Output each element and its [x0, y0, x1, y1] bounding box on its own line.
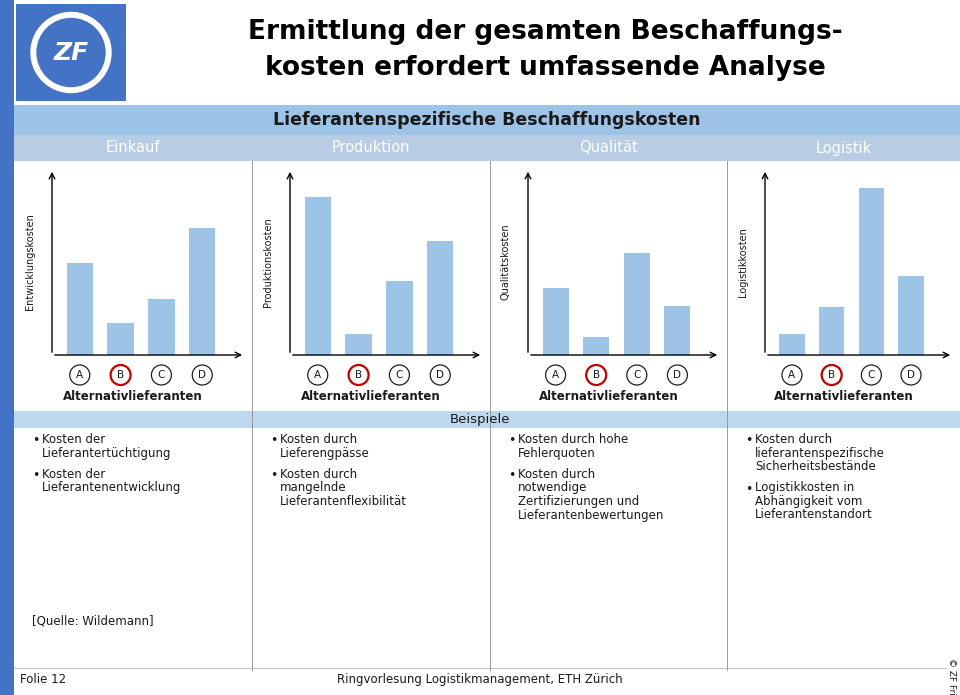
Ellipse shape	[37, 19, 105, 86]
Text: mangelnde: mangelnde	[280, 482, 347, 495]
Bar	[14, 135, 252, 161]
Text: ZF: ZF	[54, 40, 88, 65]
Text: A: A	[788, 370, 796, 380]
Bar	[819, 307, 845, 355]
Text: C: C	[868, 370, 875, 380]
Text: Lieferengpässe: Lieferengpässe	[280, 446, 370, 459]
Bar	[490, 135, 727, 161]
Text: Zertifizierungen und: Zertifizierungen und	[518, 495, 639, 508]
Text: Kosten durch: Kosten durch	[280, 468, 357, 481]
Bar	[149, 299, 175, 355]
Bar	[664, 306, 690, 355]
Text: lieferantenspezifische: lieferantenspezifische	[755, 446, 885, 459]
Text: Logistikkosten: Logistikkosten	[738, 227, 748, 297]
Text: Lieferantenstandort: Lieferantenstandort	[755, 509, 873, 521]
Text: Lieferantenflexibilität: Lieferantenflexibilität	[280, 495, 407, 508]
Text: Sicherheitsbestände: Sicherheitsbestände	[755, 460, 876, 473]
Bar	[858, 188, 884, 355]
Text: Abhängigkeit vom: Abhängigkeit vom	[755, 495, 862, 508]
Text: D: D	[436, 370, 444, 380]
Text: A: A	[314, 370, 322, 380]
Text: [Quelle: Wildemann]: [Quelle: Wildemann]	[32, 615, 154, 628]
Text: Kosten durch: Kosten durch	[280, 433, 357, 446]
Text: © ZF Friedrichshafen AG, 2013: © ZF Friedrichshafen AG, 2013	[948, 658, 956, 695]
Text: Produktion: Produktion	[332, 140, 410, 156]
Text: Alternativlieferanten: Alternativlieferanten	[63, 391, 203, 404]
Text: C: C	[396, 370, 403, 380]
Bar	[624, 253, 650, 355]
Bar	[583, 337, 610, 355]
Text: Logistik: Logistik	[815, 140, 872, 156]
Bar	[0, 0, 14, 695]
Text: Kosten durch: Kosten durch	[755, 433, 832, 446]
Text: Kosten durch hohe: Kosten durch hohe	[518, 433, 628, 446]
Text: •: •	[745, 482, 753, 496]
Text: B: B	[828, 370, 835, 380]
Text: •: •	[508, 469, 516, 482]
Text: D: D	[199, 370, 206, 380]
Text: D: D	[907, 370, 915, 380]
Bar	[66, 263, 93, 355]
Bar	[14, 105, 960, 135]
Bar	[386, 281, 413, 355]
Text: •: •	[32, 434, 39, 447]
Text: B: B	[117, 370, 124, 380]
Ellipse shape	[31, 13, 111, 92]
Text: Kosten durch: Kosten durch	[518, 468, 595, 481]
Text: C: C	[157, 370, 165, 380]
Bar	[346, 334, 372, 355]
Text: Entwicklungskosten: Entwicklungskosten	[25, 213, 35, 311]
Text: •: •	[270, 469, 277, 482]
Text: Logistikkosten in: Logistikkosten in	[755, 482, 854, 495]
Bar	[899, 276, 924, 355]
Text: A: A	[552, 370, 559, 380]
Text: Ermittlung der gesamten Beschaffungs-: Ermittlung der gesamten Beschaffungs-	[248, 19, 842, 45]
Text: B: B	[592, 370, 600, 380]
Text: Produktionskosten: Produktionskosten	[263, 217, 273, 307]
Text: Alternativlieferanten: Alternativlieferanten	[539, 391, 679, 404]
Bar	[304, 197, 331, 355]
Text: Kosten der: Kosten der	[42, 468, 106, 481]
Text: Folie 12: Folie 12	[20, 673, 66, 686]
Text: •: •	[32, 469, 39, 482]
Text: Lieferantenentwicklung: Lieferantenentwicklung	[42, 482, 181, 495]
Bar	[252, 135, 490, 161]
Text: Alternativlieferanten: Alternativlieferanten	[301, 391, 441, 404]
Bar	[189, 228, 215, 355]
Bar	[542, 288, 568, 355]
Text: notwendige: notwendige	[518, 482, 588, 495]
Text: Einkauf: Einkauf	[106, 140, 160, 156]
Text: •: •	[745, 434, 753, 447]
Text: Ringvorlesung Logistikmanagement, ETH Zürich: Ringvorlesung Logistikmanagement, ETH Zü…	[337, 673, 623, 686]
Text: Kosten der: Kosten der	[42, 433, 106, 446]
Text: D: D	[673, 370, 682, 380]
Bar	[780, 334, 804, 355]
Bar	[427, 240, 453, 355]
Text: Lieferantenbewertungen: Lieferantenbewertungen	[518, 509, 664, 521]
Text: Lieferantenspezifische Beschaffungskosten: Lieferantenspezifische Beschaffungskoste…	[274, 111, 701, 129]
Text: Qualität: Qualität	[579, 140, 637, 156]
Text: C: C	[633, 370, 640, 380]
Text: Beispiele: Beispiele	[449, 413, 511, 426]
Text: A: A	[76, 370, 84, 380]
Bar	[727, 135, 960, 161]
Text: Lieferantertüchtigung: Lieferantertüchtigung	[42, 446, 172, 459]
Text: Alternativlieferanten: Alternativlieferanten	[774, 391, 913, 404]
Text: Fehlerquoten: Fehlerquoten	[518, 446, 596, 459]
Text: •: •	[270, 434, 277, 447]
Text: kosten erfordert umfassende Analyse: kosten erfordert umfassende Analyse	[265, 55, 826, 81]
Bar	[108, 323, 133, 355]
Text: Qualitätskosten: Qualitätskosten	[501, 224, 511, 300]
Text: B: B	[355, 370, 362, 380]
Bar	[16, 4, 126, 101]
Bar	[14, 411, 960, 428]
Text: •: •	[508, 434, 516, 447]
